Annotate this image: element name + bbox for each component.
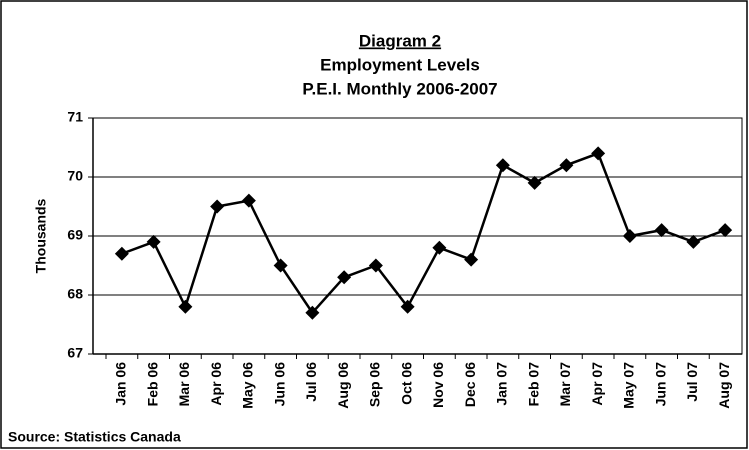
y-axis-label: Thousands [33, 198, 49, 273]
source-note: Source: Statistics Canada [8, 429, 181, 445]
y-tick-label: 71 [67, 109, 83, 125]
chart-subtitle: Employment Levels [320, 55, 480, 74]
data-point [591, 146, 606, 161]
x-tick-label: Jun 06 [271, 362, 287, 407]
data-point [559, 158, 574, 173]
data-point [432, 240, 447, 255]
data-point [686, 234, 701, 249]
y-tick-label: 69 [67, 227, 83, 243]
y-tick-label: 70 [67, 168, 83, 184]
data-point [718, 223, 733, 238]
x-tick-label: Aug 06 [335, 362, 351, 409]
x-tick-label: Oct 06 [398, 362, 414, 405]
x-tick-label: Dec 06 [462, 362, 478, 407]
x-tick-label: Jun 07 [652, 362, 668, 407]
x-tick-label: Sep 06 [367, 362, 383, 407]
data-point [368, 258, 383, 273]
data-point [273, 258, 288, 273]
chart-title: Diagram 2 [359, 31, 441, 50]
x-tick-label: Jul 06 [303, 362, 319, 402]
data-point [241, 193, 256, 208]
x-tick-label: Jan 06 [113, 362, 129, 406]
data-point [400, 299, 415, 314]
x-tick-label: Feb 07 [525, 362, 541, 407]
data-point [495, 158, 510, 173]
data-point [527, 175, 542, 190]
data-point [146, 234, 161, 249]
data-point [210, 199, 225, 214]
x-tick-label: Feb 06 [144, 362, 160, 407]
x-tick-label: Mar 07 [557, 362, 573, 407]
data-point [114, 246, 129, 261]
data-point [464, 252, 479, 267]
x-tick-label: May 07 [621, 362, 637, 409]
data-point [654, 223, 669, 238]
x-tick-label: Aug 07 [716, 362, 732, 409]
x-tick-label: Jul 07 [684, 362, 700, 402]
x-tick-label: Mar 06 [176, 362, 192, 407]
x-tick-label: May 06 [240, 362, 256, 409]
data-point [337, 270, 352, 285]
y-tick-label: 68 [67, 286, 83, 302]
x-tick-label: Nov 06 [430, 362, 446, 408]
x-tick-label: Apr 06 [208, 362, 224, 406]
y-tick-label: 67 [67, 345, 83, 361]
x-tick-label: Jan 07 [494, 362, 510, 406]
data-point [305, 305, 320, 320]
chart-subtitle: P.E.I. Monthly 2006-2007 [302, 79, 497, 98]
x-tick-label: Apr 07 [589, 362, 605, 406]
data-point [178, 299, 193, 314]
data-point [622, 229, 637, 243]
